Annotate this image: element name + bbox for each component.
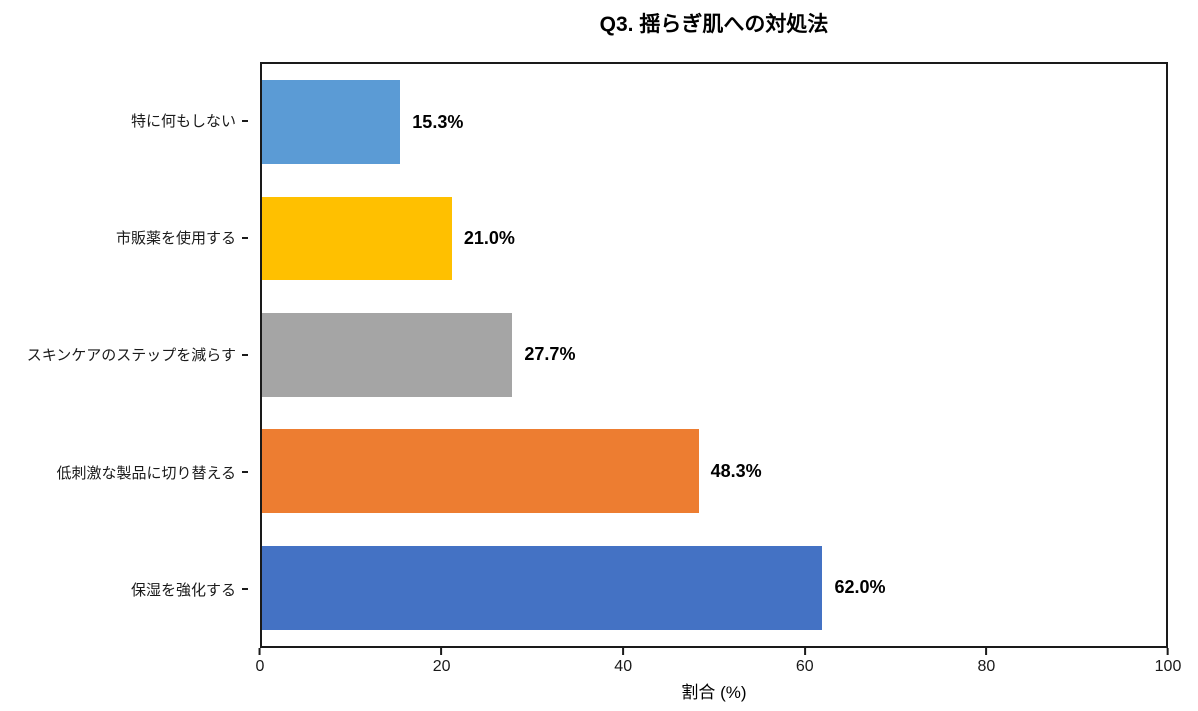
bar-row: 48.3%: [262, 413, 1166, 529]
ytick-row: 低刺激な製品に切り替える: [0, 414, 248, 531]
xtick-label: 0: [255, 658, 265, 675]
bar: [262, 80, 401, 165]
ytick-mark: [242, 119, 248, 122]
ytick-mark: [242, 471, 248, 474]
bar: [262, 429, 699, 514]
xtick: 40: [614, 648, 632, 676]
bar: [262, 196, 452, 281]
xtick-label: 100: [1154, 658, 1182, 675]
plot-area: 15.3% 21.0% 27.7% 48.3% 62.0%: [260, 62, 1168, 648]
bar-row: 62.0%: [262, 530, 1166, 646]
ytick-label: 低刺激な製品に切り替える: [56, 464, 236, 482]
xtick-label: 80: [977, 658, 996, 675]
xtick-mark: [259, 648, 261, 655]
xtick-mark: [440, 648, 443, 655]
ytick-row: 特に何もしない: [0, 62, 248, 179]
bar: [262, 313, 513, 397]
bar-value-label: 62.0%: [834, 577, 886, 598]
xtick-label: 40: [614, 658, 633, 675]
bar-row: 27.7%: [262, 297, 1166, 413]
y-axis-category-labels: 特に何もしない市販薬を使用するスキンケアのステップを減らす低刺激な製品に切り替え…: [0, 62, 248, 648]
bar-value-label: 48.3%: [710, 460, 762, 481]
x-axis-title: 割合 (%): [681, 683, 747, 702]
ytick-row: スキンケアのステップを減らす: [0, 296, 248, 413]
xtick-label: 20: [432, 658, 451, 675]
ytick-mark: [242, 588, 248, 591]
bar: [262, 545, 823, 630]
bar-value-label: 15.3%: [412, 111, 464, 132]
chart-title: Q3. 揺らぎ肌への対処法: [599, 13, 829, 36]
bar-row: 15.3%: [262, 64, 1166, 180]
bar-value-label: 21.0%: [463, 228, 515, 249]
ytick-row: 市販薬を使用する: [0, 179, 248, 296]
bar-row: 21.0%: [262, 180, 1166, 296]
xtick-mark: [985, 648, 988, 655]
ytick-row: 保湿を強化する: [0, 531, 248, 648]
bar-rows-container: 15.3% 21.0% 27.7% 48.3% 62.0%: [262, 64, 1166, 646]
ytick-mark: [242, 353, 248, 356]
bar-value-label: 27.7%: [524, 344, 576, 365]
ytick-label: 特に何もしない: [130, 113, 236, 131]
x-axis-ticks: 0 20 40 60 80 100: [256, 648, 1181, 688]
ytick-label: 保湿を強化する: [130, 581, 236, 599]
xtick: 20: [432, 648, 451, 676]
xtick: 60: [796, 648, 814, 676]
xtick-mark: [622, 648, 625, 655]
xtick: 100: [1154, 648, 1182, 676]
ytick-label: スキンケアのステップを減らす: [26, 347, 236, 365]
xtick-mark: [1166, 648, 1169, 655]
xtick: 80: [977, 648, 995, 676]
xtick-mark: [803, 648, 806, 655]
xtick-label: 60: [795, 658, 814, 675]
ytick-mark: [242, 236, 248, 239]
ytick-label: 市販薬を使用する: [115, 230, 236, 248]
xtick: 0: [255, 648, 265, 676]
